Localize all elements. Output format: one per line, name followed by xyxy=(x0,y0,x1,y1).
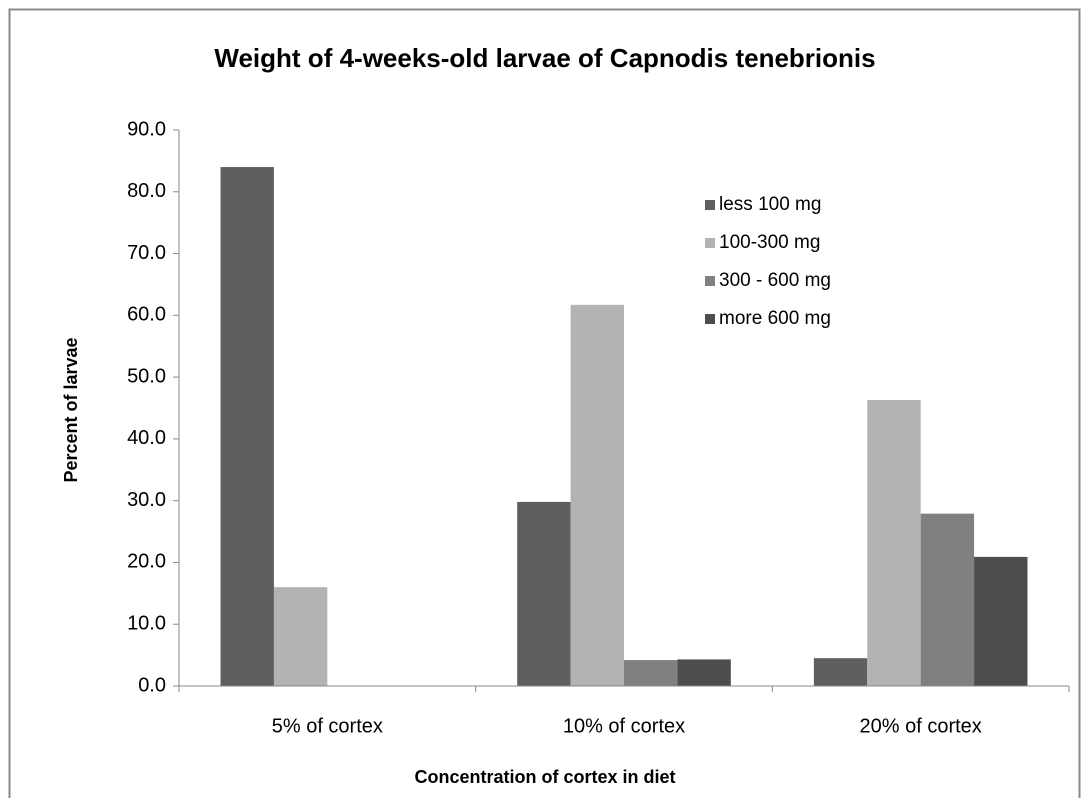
x-tick-label: 10% of cortex xyxy=(563,715,685,737)
y-tick-label: 80.0 xyxy=(127,180,166,202)
legend-swatch xyxy=(705,200,715,210)
bar xyxy=(570,304,624,686)
legend-label: less 100 mg xyxy=(719,194,821,215)
bar xyxy=(517,501,571,686)
bar xyxy=(624,660,678,686)
y-tick-label: 50.0 xyxy=(127,365,166,387)
bar xyxy=(974,556,1028,686)
legend-label: 300 - 600 mg xyxy=(719,270,831,291)
y-tick-label: 40.0 xyxy=(127,427,166,449)
y-axis-label: Percent of larvae xyxy=(61,337,81,482)
y-tick-label: 70.0 xyxy=(127,242,166,264)
y-tick-label: 0.0 xyxy=(138,674,166,696)
legend-swatch xyxy=(705,276,715,286)
y-tick-label: 20.0 xyxy=(127,551,166,573)
y-tick-label: 10.0 xyxy=(127,613,166,635)
bar xyxy=(867,399,921,686)
x-tick-label: 5% of cortex xyxy=(272,715,383,737)
y-tick-label: 90.0 xyxy=(127,118,166,140)
bar xyxy=(813,658,868,686)
y-tick-label: 30.0 xyxy=(127,489,166,511)
bar xyxy=(273,587,328,686)
y-tick-label: 60.0 xyxy=(127,304,166,326)
chart-title: Weight of 4-weeks-old larvae of Capnodis… xyxy=(214,43,875,73)
legend-label: 100-300 mg xyxy=(719,232,820,253)
bar xyxy=(920,513,975,686)
bar xyxy=(677,659,731,686)
x-tick-label: 20% of cortex xyxy=(860,715,982,737)
bar xyxy=(220,167,274,687)
legend-swatch xyxy=(705,314,715,324)
x-axis-label: Concentration of cortex in diet xyxy=(414,767,675,787)
legend-swatch xyxy=(705,238,715,248)
legend-label: more 600 mg xyxy=(719,308,831,329)
